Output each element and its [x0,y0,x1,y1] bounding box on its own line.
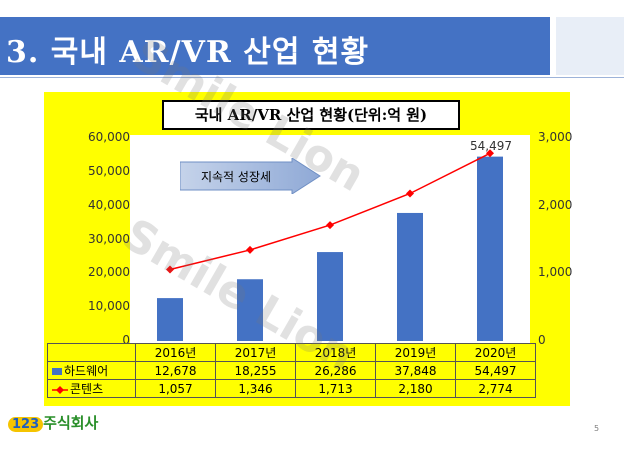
legend-line-key [52,385,68,394]
table-cell: 18,255 [215,361,296,380]
bar-hardware [477,156,503,341]
category-label: 2016년 [135,343,216,362]
company-logo: 123 주식회사 [8,412,98,433]
table-cell: 2,774 [455,379,536,398]
bar-hardware [237,279,263,341]
series-name: 하드웨어 [64,364,109,378]
growth-arrow: 지속적 성장세 [180,158,321,194]
growth-arrow-label: 지속적 성장세 [201,170,271,184]
y-left-tick-label: 0 [122,333,130,347]
y-left-tick-label: 60,000 [88,130,130,144]
marker-contents [486,149,494,158]
legend-bar-key [52,368,62,375]
y-left-tick-label: 10,000 [88,299,130,314]
legend-hardware: 하드웨어 [47,361,136,380]
y-right-tick-label: 2,000 [538,197,573,212]
bar-hardware [157,298,183,341]
logo-text: 주식회사 [43,414,99,432]
table-cell: 2,180 [375,379,456,398]
marker-contents [246,245,254,254]
header-rule [0,77,624,78]
category-label: 2018년 [295,343,376,362]
legend-contents: 콘텐츠 [47,379,136,398]
table-cell: 1,346 [215,379,296,398]
y-left-tick-label: 50,000 [88,163,130,178]
data-label-2020: 54,497 [470,139,512,153]
table-cell: 12,678 [135,361,216,380]
y-right-tick-label: 1,000 [538,265,573,280]
marker-contents [406,189,414,198]
page-number: 5 [594,424,600,433]
marker-contents [166,265,174,274]
series-name: 콘텐츠 [70,382,104,396]
table-cell: 54,497 [455,361,536,380]
table-row: 하드웨어 12,678 18,255 26,286 37,848 54,497 [47,361,536,380]
header-bar [0,17,550,75]
table-cell: 37,848 [375,361,456,380]
y-left-tick-label: 30,000 [88,231,130,246]
category-label: 2017년 [215,343,296,362]
bar-hardware [397,212,423,341]
table-cell: 1,713 [295,379,376,398]
y-left-tick-label: 20,000 [88,265,130,280]
y-right-tick-label: 0 [538,333,546,347]
table-row: 콘텐츠 1,057 1,346 1,713 2,180 2,774 [47,379,536,398]
table-corner [47,343,136,362]
chart-title: 국내 AR/VR 산업 현황(단위:억 원) [162,100,460,130]
table-cell: 1,057 [135,379,216,398]
category-label: 2020년 [455,343,536,362]
header-accent [556,17,624,75]
slide-title: 3. 국내 AR/VR 산업 현황 [6,35,370,70]
bar-hardware [317,252,343,341]
data-table: 2016년 2017년 2018년 2019년 2020년 하드웨어 12,67… [47,343,536,398]
marker-contents [326,221,334,230]
y-left-tick-label: 40,000 [88,197,130,212]
logo-number: 123 [8,417,44,432]
category-label: 2019년 [375,343,456,362]
table-cell: 26,286 [295,361,376,380]
y-right-tick-label: 3,000 [538,130,573,144]
table-row: 2016년 2017년 2018년 2019년 2020년 [47,343,536,362]
